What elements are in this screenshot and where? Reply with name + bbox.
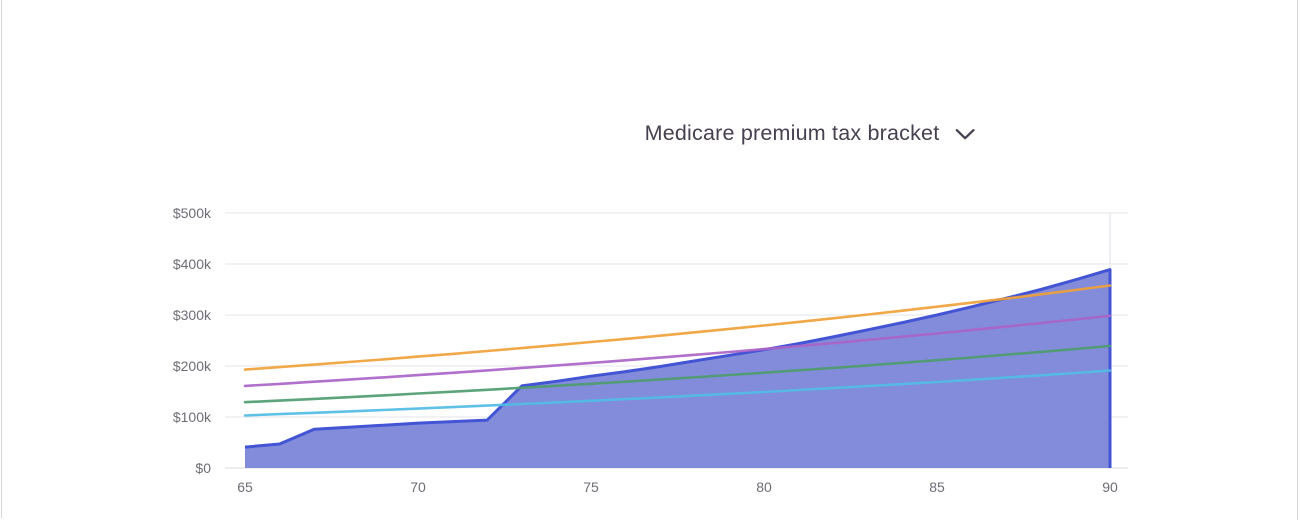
x-tick-label: 85 <box>929 479 945 495</box>
card-left-border <box>1 0 2 518</box>
projected-income-area <box>245 269 1110 468</box>
x-tick-label: 65 <box>237 479 253 495</box>
chart-type-dropdown[interactable]: Medicare premium tax bracket <box>645 119 976 147</box>
card-right-border <box>1297 0 1298 520</box>
tax-bracket-4-line <box>243 284 1112 371</box>
y-tick-label: $200k <box>173 358 212 374</box>
y-tick-label: $100k <box>173 409 212 425</box>
x-tick-label: 75 <box>583 479 599 495</box>
y-tick-label: $300k <box>173 307 212 323</box>
tax-bracket-2-line <box>243 344 1112 404</box>
y-tick-label: $500k <box>173 205 212 221</box>
x-tick-label: 90 <box>1102 479 1118 495</box>
x-tick-label: 80 <box>756 479 772 495</box>
tax-bracket-1-line <box>243 369 1112 417</box>
chevron-down-icon <box>954 122 975 147</box>
y-tick-label: $0 <box>195 460 211 476</box>
tax-bracket-3-line <box>243 314 1112 388</box>
y-tick-label: $400k <box>173 256 212 272</box>
x-tick-label: 70 <box>410 479 426 495</box>
chart-title: Medicare premium tax bracket <box>644 120 940 145</box>
